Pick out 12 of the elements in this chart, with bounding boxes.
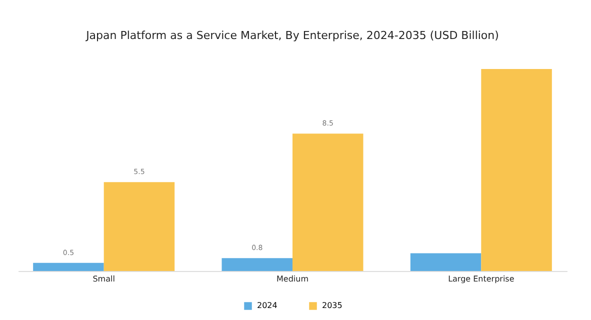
bar: [481, 69, 552, 271]
x-tick-label: Large Enterprise: [448, 274, 514, 284]
x-tick-label: Small: [92, 274, 115, 284]
bar: [292, 134, 364, 271]
legend-label: 2024: [257, 301, 278, 310]
legend-label: 2035: [322, 301, 342, 310]
bar: [410, 253, 482, 271]
bar: [222, 258, 292, 271]
chart-title: Japan Platform as a Service Market, By Enterprise, 2024-2035 (USD Billion): [85, 29, 499, 42]
bar: [33, 262, 104, 271]
x-tick-label: Medium: [276, 274, 309, 284]
bar: [104, 182, 175, 271]
